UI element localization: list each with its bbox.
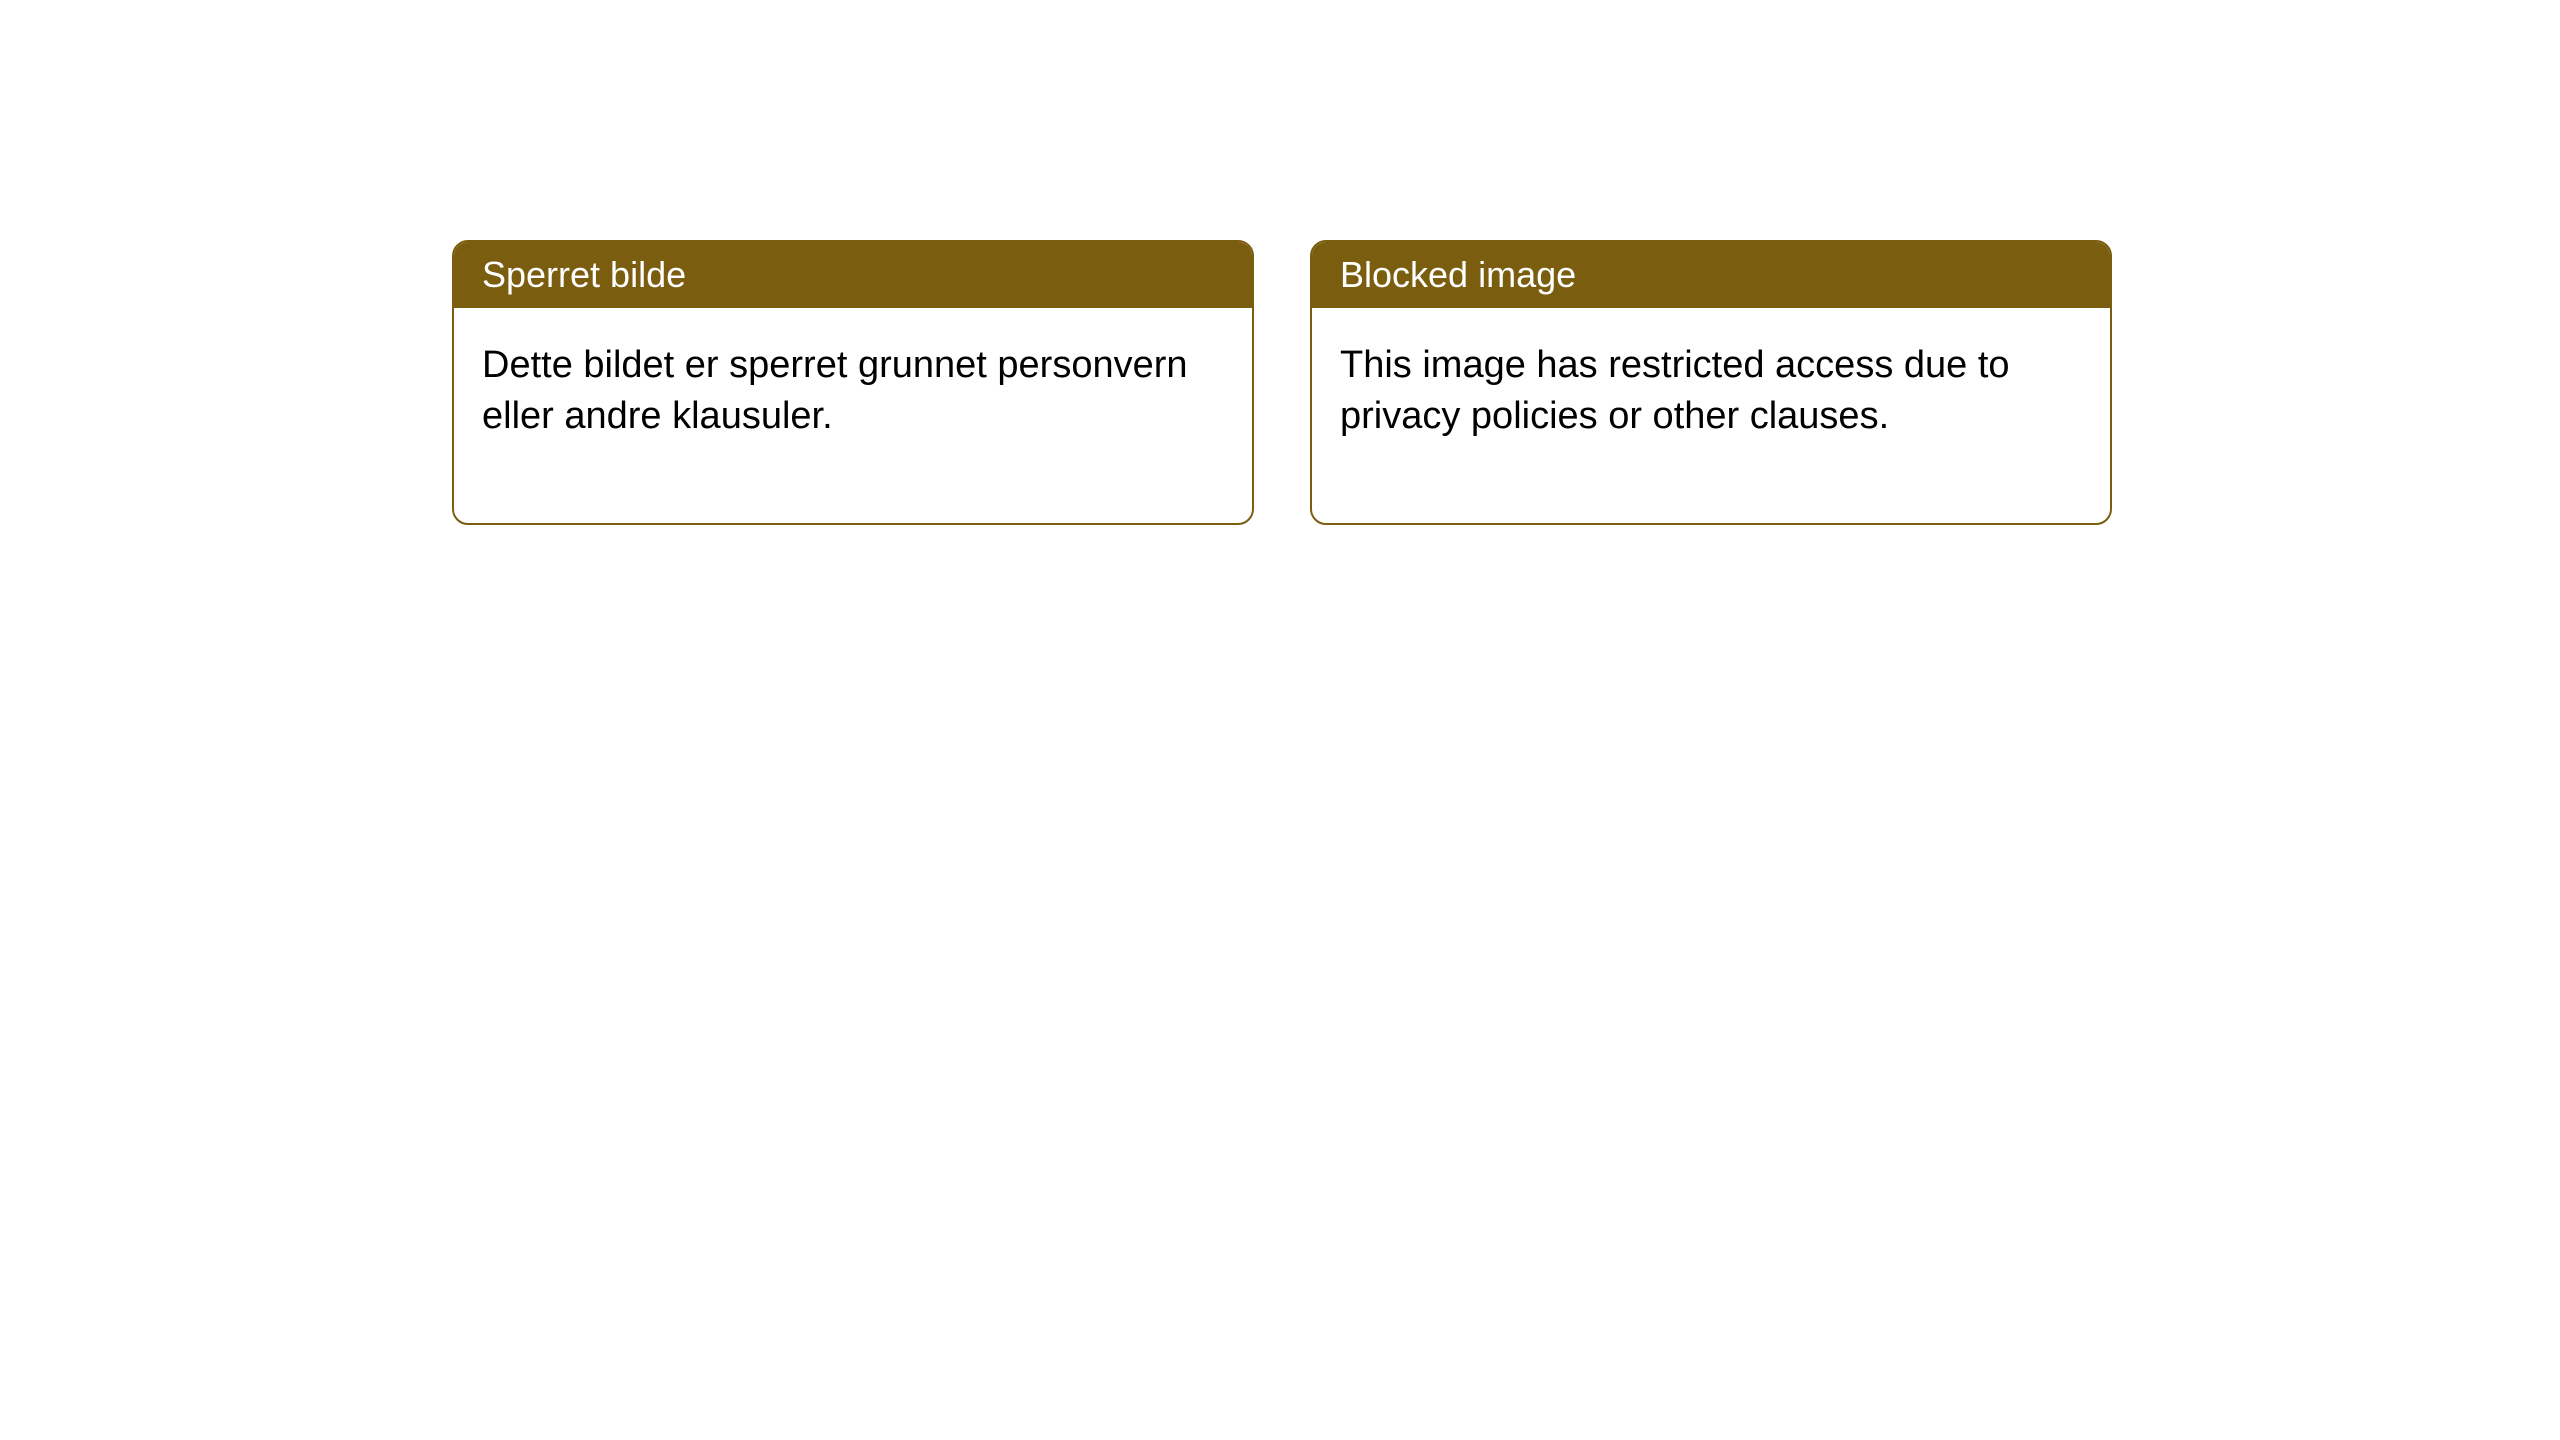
notice-body: Dette bildet er sperret grunnet personve… <box>454 308 1252 523</box>
notice-box-norwegian: Sperret bilde Dette bildet er sperret gr… <box>452 240 1254 525</box>
notice-container: Sperret bilde Dette bildet er sperret gr… <box>452 240 2112 525</box>
notice-body: This image has restricted access due to … <box>1312 308 2110 523</box>
notice-header: Blocked image <box>1312 242 2110 308</box>
notice-box-english: Blocked image This image has restricted … <box>1310 240 2112 525</box>
notice-header: Sperret bilde <box>454 242 1252 308</box>
